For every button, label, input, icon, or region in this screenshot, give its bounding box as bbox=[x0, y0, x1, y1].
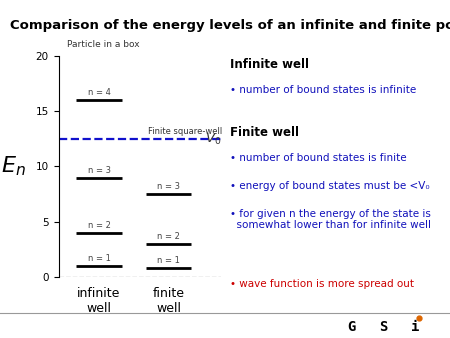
Text: • number of bound states is infinite: • number of bound states is infinite bbox=[230, 85, 416, 95]
Text: n = 1: n = 1 bbox=[157, 256, 180, 265]
Text: • for given n the energy of the state is
  somewhat lower than for infinite well: • for given n the energy of the state is… bbox=[230, 209, 431, 231]
Text: i: i bbox=[411, 320, 420, 334]
Text: infinite
well: infinite well bbox=[77, 287, 121, 315]
Text: Finite well: Finite well bbox=[230, 126, 298, 139]
Text: S: S bbox=[379, 320, 387, 334]
Text: Infinite well: Infinite well bbox=[230, 58, 309, 71]
Text: finite
well: finite well bbox=[153, 287, 184, 315]
Text: n = 4: n = 4 bbox=[88, 88, 110, 97]
Text: n = 3: n = 3 bbox=[157, 183, 180, 191]
Text: Comparison of the energy levels of an infinite and finite potential well: Comparison of the energy levels of an in… bbox=[10, 19, 450, 32]
Text: G: G bbox=[347, 320, 356, 334]
Text: • energy of bound states must be <V₀: • energy of bound states must be <V₀ bbox=[230, 181, 429, 191]
Text: n = 3: n = 3 bbox=[87, 166, 111, 175]
Text: n = 2: n = 2 bbox=[157, 232, 180, 241]
Text: • wave function is more spread out: • wave function is more spread out bbox=[230, 280, 414, 289]
Text: Finite square-well: Finite square-well bbox=[148, 127, 222, 136]
Text: • number of bound states is finite: • number of bound states is finite bbox=[230, 153, 406, 163]
Text: n = 2: n = 2 bbox=[88, 221, 110, 230]
Text: Particle in a box: Particle in a box bbox=[67, 40, 139, 49]
Text: $V_{0}$: $V_{0}$ bbox=[205, 132, 221, 147]
Text: n = 1: n = 1 bbox=[88, 254, 110, 263]
Text: $E_n$: $E_n$ bbox=[1, 155, 26, 178]
